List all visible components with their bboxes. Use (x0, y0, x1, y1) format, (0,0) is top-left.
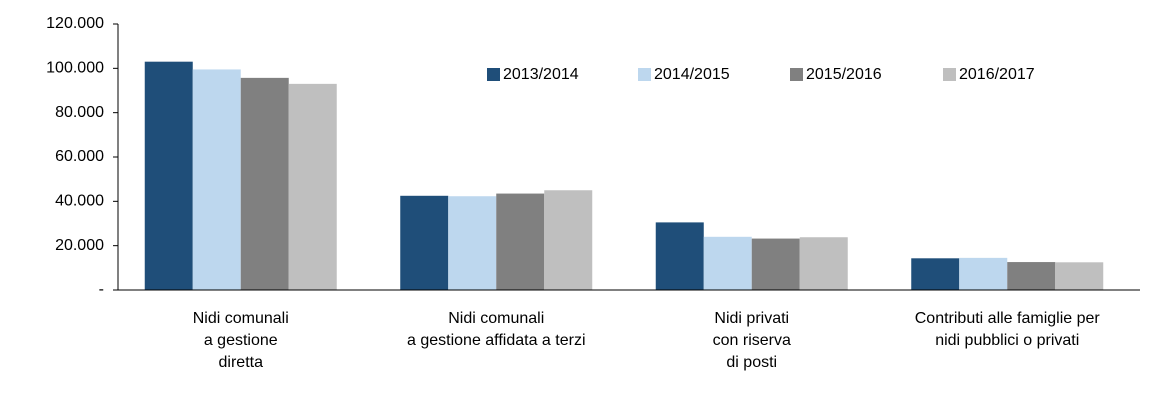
bar (496, 193, 545, 290)
bar (751, 238, 800, 290)
legend-swatch (487, 68, 500, 81)
y-tick-label: 60.000 (55, 148, 104, 165)
x-tick-label: Nidi privati con riserva di posti (712, 310, 791, 371)
y-tick-label: - (99, 281, 104, 298)
bar (655, 222, 704, 290)
bar (911, 258, 960, 290)
bar (240, 77, 289, 291)
bar (1007, 262, 1056, 290)
legend-swatch (943, 68, 956, 81)
legend-label: 2015/2016 (806, 66, 882, 83)
bar (400, 195, 449, 290)
y-tick-label: 120.000 (46, 15, 104, 32)
x-tick-label: Contributi alle famiglie per nidi pubbli… (914, 310, 1100, 349)
bar (448, 196, 497, 290)
x-tick-label: Nidi comunali a gestione diretta (192, 310, 289, 371)
bar (288, 83, 337, 290)
bar (959, 257, 1008, 290)
y-tick-label: 20.000 (55, 237, 104, 254)
legend-label: 2016/2017 (959, 66, 1035, 83)
bar (1055, 262, 1104, 290)
bar (544, 190, 593, 290)
y-tick-label: 40.000 (55, 193, 104, 210)
legend-label: 2014/2015 (654, 66, 730, 83)
legend-swatch (638, 68, 651, 81)
x-tick-label: Nidi comunali a gestione affidata a terz… (407, 310, 586, 349)
legend-label: 2013/2014 (503, 66, 579, 83)
y-tick-label: 80.000 (55, 104, 104, 121)
bar (144, 61, 193, 290)
bar (192, 69, 241, 290)
y-tick-label: 100.000 (46, 60, 104, 77)
bar (799, 237, 848, 290)
bar (703, 236, 752, 290)
legend-swatch (790, 68, 803, 81)
